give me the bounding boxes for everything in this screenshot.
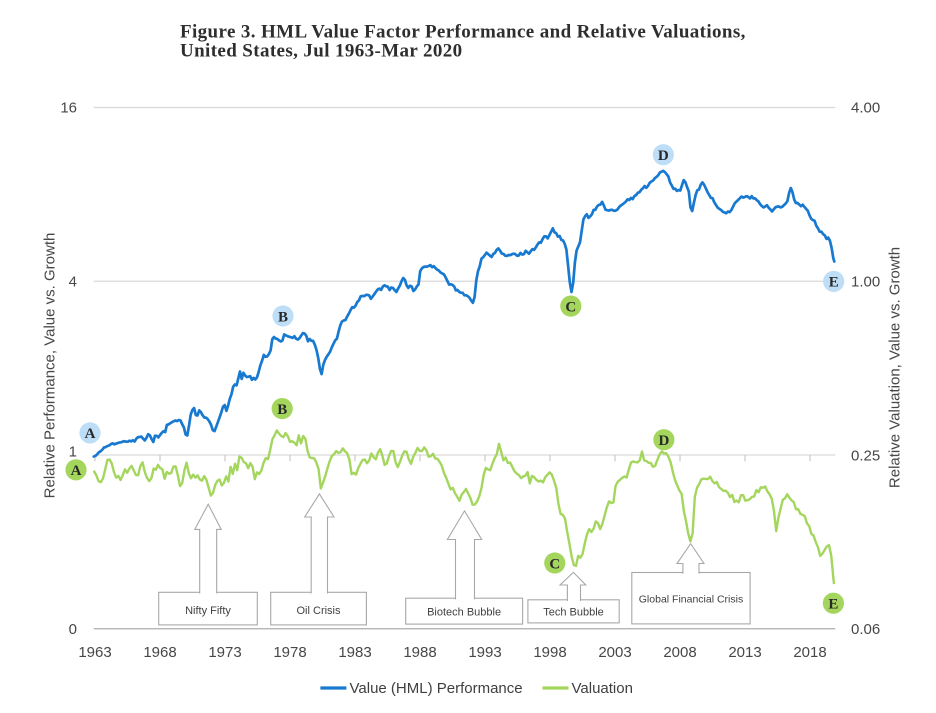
svg-text:1993: 1993: [468, 644, 501, 661]
svg-text:Global Financial Crisis: Global Financial Crisis: [639, 594, 743, 606]
svg-text:1968: 1968: [143, 644, 176, 661]
svg-text:2013: 2013: [728, 644, 761, 661]
svg-text:B: B: [278, 309, 288, 325]
svg-text:1978: 1978: [273, 644, 306, 661]
svg-text:Tech Bubble: Tech Bubble: [543, 606, 604, 618]
svg-text:0.06: 0.06: [851, 621, 880, 638]
svg-text:Relative Performance, Value vs: Relative Performance, Value vs. Growth: [42, 233, 59, 499]
svg-text:2008: 2008: [663, 644, 696, 661]
svg-text:1988: 1988: [403, 644, 436, 661]
svg-text:4.00: 4.00: [851, 100, 880, 117]
svg-text:B: B: [277, 402, 287, 418]
svg-text:Relative Valuation, Value vs.: Relative Valuation, Value vs. Growth: [887, 247, 904, 488]
svg-text:A: A: [71, 463, 82, 479]
svg-text:Nifty Fifty: Nifty Fifty: [185, 605, 231, 617]
svg-text:2018: 2018: [793, 644, 826, 661]
svg-text:0.25: 0.25: [851, 447, 880, 464]
svg-text:C: C: [565, 299, 576, 315]
svg-text:United States, Jul 1963-Mar 20: United States, Jul 1963-Mar 2020: [180, 41, 463, 62]
svg-text:Figure 3. HML Value Factor Per: Figure 3. HML Value Factor Performance a…: [180, 21, 746, 42]
svg-text:0: 0: [69, 621, 77, 638]
svg-text:D: D: [658, 433, 669, 449]
svg-text:Oil Crisis: Oil Crisis: [297, 605, 341, 617]
svg-text:1998: 1998: [533, 644, 566, 661]
svg-text:Valuation: Valuation: [572, 680, 633, 697]
svg-text:1.00: 1.00: [851, 274, 880, 291]
svg-text:A: A: [85, 426, 96, 442]
svg-text:E: E: [828, 597, 838, 613]
svg-text:D: D: [658, 148, 669, 164]
svg-text:1: 1: [69, 444, 77, 461]
svg-text:1973: 1973: [208, 644, 241, 661]
svg-text:2003: 2003: [598, 644, 631, 661]
svg-text:Value (HML) Performance: Value (HML) Performance: [350, 680, 523, 697]
svg-text:E: E: [829, 275, 839, 291]
svg-text:1963: 1963: [78, 644, 111, 661]
svg-text:C: C: [549, 556, 560, 572]
svg-text:Biotech Bubble: Biotech Bubble: [427, 606, 501, 618]
svg-text:1983: 1983: [338, 644, 371, 661]
svg-text:16: 16: [60, 100, 77, 117]
svg-text:4: 4: [69, 274, 77, 291]
